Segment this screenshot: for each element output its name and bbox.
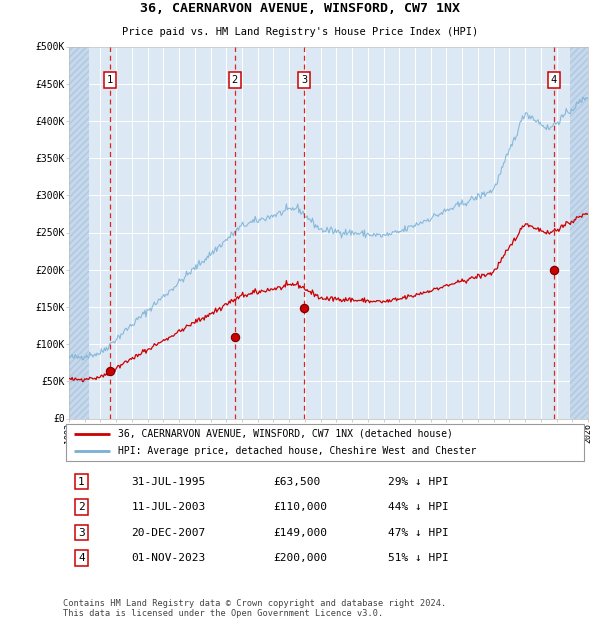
Text: 1: 1 — [78, 477, 85, 487]
Text: 29% ↓ HPI: 29% ↓ HPI — [389, 477, 449, 487]
Text: 36, CAERNARVON AVENUE, WINSFORD, CW7 1NX: 36, CAERNARVON AVENUE, WINSFORD, CW7 1NX — [140, 2, 460, 16]
Text: 01-NOV-2023: 01-NOV-2023 — [131, 553, 205, 563]
Text: 36, CAERNARVON AVENUE, WINSFORD, CW7 1NX (detached house): 36, CAERNARVON AVENUE, WINSFORD, CW7 1NX… — [118, 428, 453, 438]
Text: 2: 2 — [232, 75, 238, 85]
Text: Price paid vs. HM Land Registry's House Price Index (HPI): Price paid vs. HM Land Registry's House … — [122, 27, 478, 37]
Text: Contains HM Land Registry data © Crown copyright and database right 2024.
This d: Contains HM Land Registry data © Crown c… — [63, 599, 446, 618]
Text: 11-JUL-2003: 11-JUL-2003 — [131, 502, 205, 512]
Text: £63,500: £63,500 — [273, 477, 320, 487]
Text: 4: 4 — [551, 75, 557, 85]
Bar — [569, 46, 593, 419]
Text: 44% ↓ HPI: 44% ↓ HPI — [389, 502, 449, 512]
Text: 1: 1 — [106, 75, 113, 85]
Text: 4: 4 — [78, 553, 85, 563]
Text: 2: 2 — [78, 502, 85, 512]
Text: £110,000: £110,000 — [273, 502, 327, 512]
Text: 31-JUL-1995: 31-JUL-1995 — [131, 477, 205, 487]
Bar — [69, 46, 89, 419]
Text: 20-DEC-2007: 20-DEC-2007 — [131, 528, 205, 538]
Text: HPI: Average price, detached house, Cheshire West and Chester: HPI: Average price, detached house, Ches… — [118, 446, 476, 456]
Text: 47% ↓ HPI: 47% ↓ HPI — [389, 528, 449, 538]
Text: £149,000: £149,000 — [273, 528, 327, 538]
Text: 3: 3 — [78, 528, 85, 538]
Text: 3: 3 — [301, 75, 308, 85]
FancyBboxPatch shape — [65, 424, 584, 461]
Text: £200,000: £200,000 — [273, 553, 327, 563]
Text: 51% ↓ HPI: 51% ↓ HPI — [389, 553, 449, 563]
